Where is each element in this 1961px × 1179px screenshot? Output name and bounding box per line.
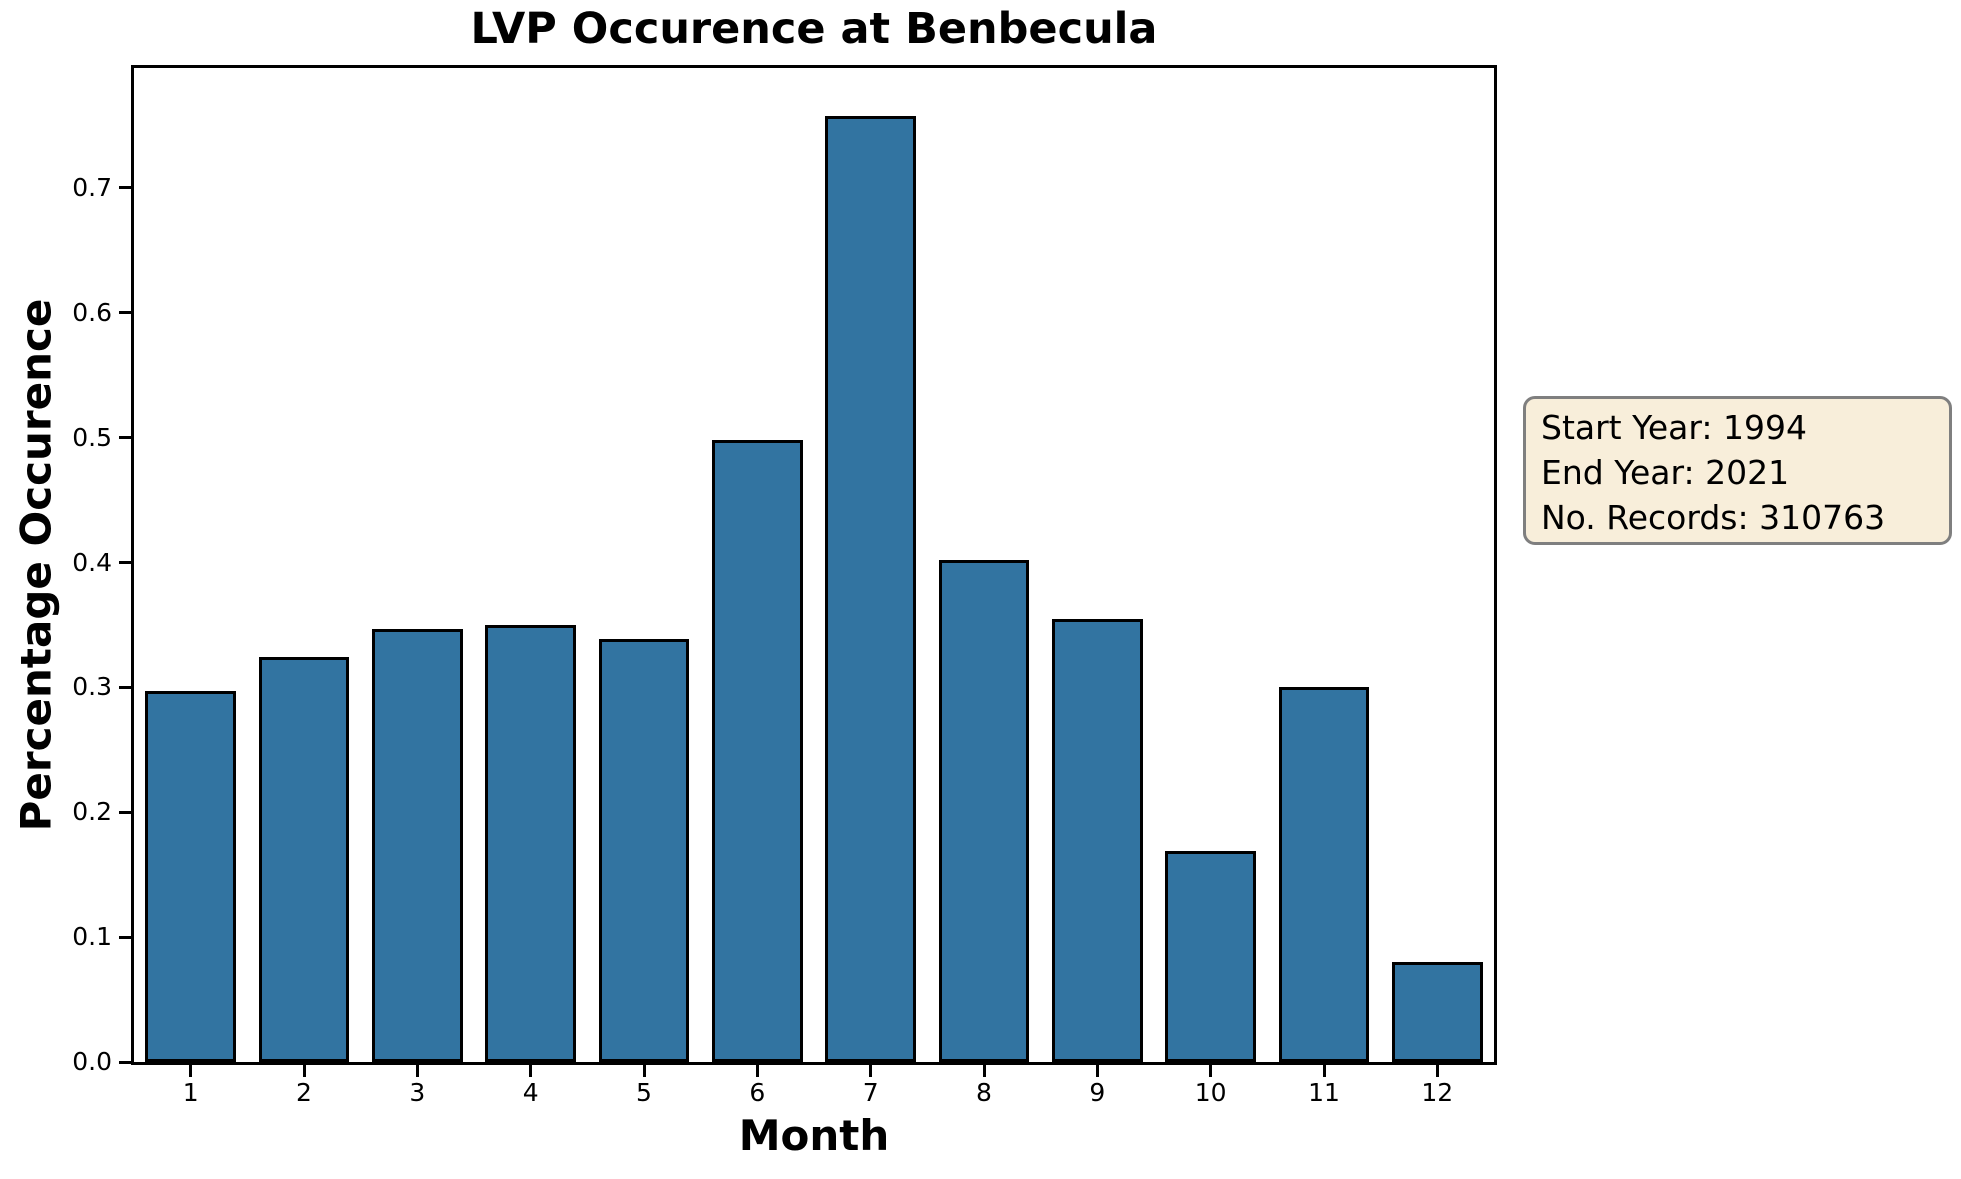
x-tick-mark <box>642 1065 646 1077</box>
annotation-line-records: No. Records: 310763 <box>1541 498 1886 537</box>
y-tick-mark <box>119 935 131 939</box>
bar-month-1 <box>145 691 236 1062</box>
y-tick-mark <box>119 311 131 315</box>
bar-month-5 <box>598 638 690 1062</box>
x-tick-mark <box>869 1065 873 1077</box>
x-tick-label: 10 <box>1194 1078 1227 1107</box>
y-tick-label: 0.5 <box>72 422 112 452</box>
x-tick-label: 8 <box>976 1078 992 1107</box>
y-tick-label: 0.2 <box>72 797 112 827</box>
plot-area <box>131 65 1497 1065</box>
y-tick-label: 0.4 <box>72 547 112 577</box>
x-tick-label: 9 <box>1089 1078 1106 1107</box>
x-tick-label: 2 <box>296 1078 312 1107</box>
y-tick-label: 0.7 <box>72 172 112 202</box>
x-axis-label: Month <box>738 1111 890 1160</box>
bar-month-3 <box>372 628 463 1062</box>
x-tick-mark <box>415 1065 419 1077</box>
annotation-box: Start Year: 1994 End Year: 2021 No. Reco… <box>1523 396 1952 545</box>
x-tick-mark <box>1209 1065 1213 1077</box>
y-tick-mark <box>119 436 131 440</box>
x-tick-mark <box>755 1065 759 1077</box>
x-tick-label: 1 <box>182 1078 199 1107</box>
x-tick-mark <box>1095 1065 1099 1077</box>
bar-month-10 <box>1165 851 1256 1062</box>
chart-title: LVP Occurence at Benbecula <box>470 4 1158 54</box>
bar-month-7 <box>825 115 916 1062</box>
bar-month-4 <box>485 624 576 1062</box>
x-tick-mark <box>982 1065 986 1077</box>
annotation-line-end-year: End Year: 2021 <box>1541 453 1790 492</box>
y-tick-label: 0.1 <box>72 922 112 952</box>
x-tick-label: 6 <box>749 1078 766 1107</box>
x-tick-mark <box>189 1065 193 1077</box>
x-tick-label: 11 <box>1308 1078 1340 1107</box>
x-tick-label: 4 <box>522 1078 539 1107</box>
x-tick-label: 5 <box>636 1078 652 1107</box>
bar-month-6 <box>712 440 803 1062</box>
x-tick-label: 7 <box>862 1078 879 1107</box>
x-tick-mark <box>302 1065 306 1077</box>
x-tick-mark <box>1322 1065 1326 1077</box>
y-tick-label: 0.0 <box>72 1047 112 1076</box>
bar-month-2 <box>258 657 350 1062</box>
x-tick-mark <box>1435 1065 1439 1077</box>
bar-month-11 <box>1278 687 1370 1062</box>
bar-month-12 <box>1392 962 1483 1062</box>
x-tick-label: 3 <box>409 1078 426 1107</box>
y-tick-mark <box>119 685 131 689</box>
bar-month-9 <box>1052 618 1143 1062</box>
y-tick-mark <box>119 561 131 564</box>
y-tick-mark <box>119 810 131 814</box>
x-tick-mark <box>529 1065 533 1077</box>
y-tick-mark <box>119 1060 131 1064</box>
y-tick-label: 0.3 <box>72 672 112 702</box>
x-tick-label: 12 <box>1421 1078 1454 1107</box>
y-tick-label: 0.6 <box>72 297 112 327</box>
annotation-line-start-year: Start Year: 1994 <box>1541 408 1807 447</box>
bar-month-8 <box>938 560 1030 1062</box>
y-tick-mark <box>119 186 131 190</box>
